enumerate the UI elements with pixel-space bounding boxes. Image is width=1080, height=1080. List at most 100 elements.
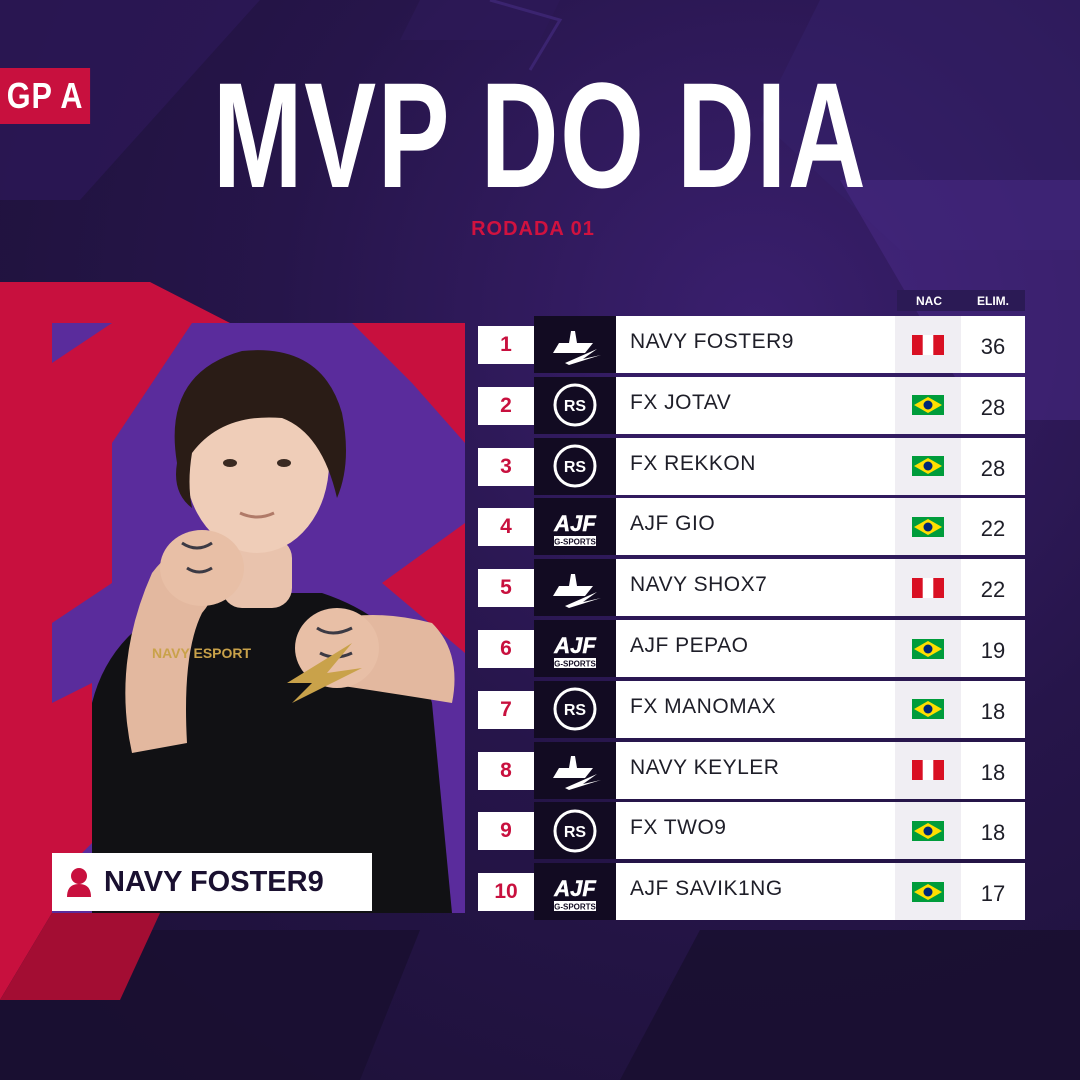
player-info: AJF GIO 22 [616,498,1025,556]
brazil-flag-icon [912,820,944,841]
team-logo-cell [534,316,616,373]
fx-team-logo: RS [553,383,597,427]
ajf-logo-text: AJF [553,511,596,536]
elimination-count: 18 [980,759,1006,785]
mvp-player-card: NAVY ESPORT [52,323,465,913]
player-info: NAVY KEYLER 18 [616,741,1025,799]
rank-number: 1 [478,326,534,364]
rank-number: 3 [478,447,534,486]
table-row: 10 AJF G-SPORTS AJF SAVIK1NG 17 [478,863,1025,921]
table-header: NAC ELIM. [897,290,1025,311]
fx-team-logo: RS [553,444,597,488]
table-row: 2 RS FX JOTAV 28 [478,376,1025,434]
team-logo-cell: AJF G-SPORTS [534,863,616,921]
elimination-count: 22 [980,516,1006,542]
rank-number: 8 [478,751,534,790]
player-info: FX TWO9 18 [616,802,1025,860]
nationality-cell [895,802,961,860]
nationality-cell [895,680,961,738]
player-name: AJF SAVIK1NG [630,877,783,901]
fx-logo-text: RS [564,459,587,476]
rank-number: 4 [478,508,534,547]
rank-number: 6 [478,630,534,668]
table-row: 6 AJF G-SPORTS AJF PEPAO 19 [478,620,1025,677]
ajf-logo-sub: G-SPORTS [554,537,596,546]
rank-number: 10 [478,873,534,912]
rank-number: 2 [478,386,534,425]
player-info: FX REKKON 28 [616,437,1025,495]
brazil-flag-icon [912,516,944,537]
round-label: RODADA 01 [471,218,595,240]
brazil-flag-icon [912,699,944,720]
team-logo-cell [534,559,616,617]
team-logo-cell: RS [534,802,616,860]
player-info: AJF SAVIK1NG 17 [616,863,1025,921]
nationality-cell [895,376,961,434]
brazil-flag-icon [912,456,944,477]
player-photo: NAVY ESPORT [52,323,465,913]
team-logo-cell: RS [534,680,616,738]
team-logo-cell: RS [534,437,616,495]
player-name: NAVY KEYLER [630,755,780,779]
elimination-count: 18 [980,698,1006,724]
team-logo-cell [534,741,616,799]
nationality-cell [895,559,961,617]
nationality-cell [895,620,961,677]
fx-logo-text: RS [564,702,587,719]
player-info: FX JOTAV 28 [616,376,1025,434]
elimination-count: 36 [980,334,1006,359]
svg-text:NAVY ESPORT: NAVY ESPORT [152,645,252,661]
elimination-count: 18 [980,820,1006,846]
brazil-flag-icon [912,881,944,902]
peru-flag-icon [912,577,944,598]
table-row: 4 AJF G-SPORTS AJF GIO 22 [478,498,1025,556]
navy-team-logo [553,756,601,791]
group-badge: GP A [0,68,91,124]
fx-logo-text: RS [564,398,587,415]
fx-team-logo: RS [553,809,597,853]
player-name: FX JOTAV [630,390,732,414]
ajf-logo-text: AJF [553,633,596,658]
peru-flag-icon [912,760,944,781]
table-row: 5 NAVY SHOX7 22 [478,559,1025,617]
elimination-count: 17 [980,881,1006,907]
team-logo-cell: AJF G-SPORTS [534,498,616,556]
player-name: NAVY SHOX7 [630,573,768,597]
player-info: NAVY SHOX7 22 [616,559,1025,617]
peru-flag-icon [912,334,944,355]
user-icon [67,868,91,897]
ajf-logo-text: AJF [553,876,596,901]
team-logo-cell: RS [534,376,616,434]
team-logo-cell: AJF G-SPORTS [534,620,616,677]
table-row: 7 RS FX MANOMAX 18 [478,680,1025,738]
nationality-cell [895,316,961,373]
mvp-player-name: NAVY FOSTER9 [104,865,324,898]
fx-team-logo: RS [553,687,597,731]
elimination-count: 22 [980,577,1006,603]
page-title: MVP DO DIA [212,51,868,219]
player-info: FX MANOMAX 18 [616,680,1025,738]
ajf-logo-sub: G-SPORTS [554,659,596,668]
rank-number: 7 [478,690,534,729]
player-name: AJF PEPAO [630,634,749,657]
ajf-logo-sub: G-SPORTS [554,902,596,911]
player-name: NAVY FOSTER9 [630,330,794,353]
elimination-count: 28 [980,394,1006,420]
player-name: AJF GIO [630,512,716,536]
header-elim: ELIM. [977,293,1009,308]
player-name: FX TWO9 [630,816,727,840]
navy-team-logo [553,330,601,365]
table-row: 9 RS FX TWO9 18 [478,802,1025,860]
nationality-cell [895,437,961,495]
nationality-cell [895,498,961,556]
mvp-name-bar: NAVY FOSTER9 [52,853,372,911]
table-row: 8 NAVY KEYLER 18 [478,741,1025,799]
table-row: 1 NAVY FOSTER9 36 [478,316,1025,373]
player-info: NAVY FOSTER9 36 [616,316,1025,373]
player-name: FX MANOMAX [630,694,777,718]
